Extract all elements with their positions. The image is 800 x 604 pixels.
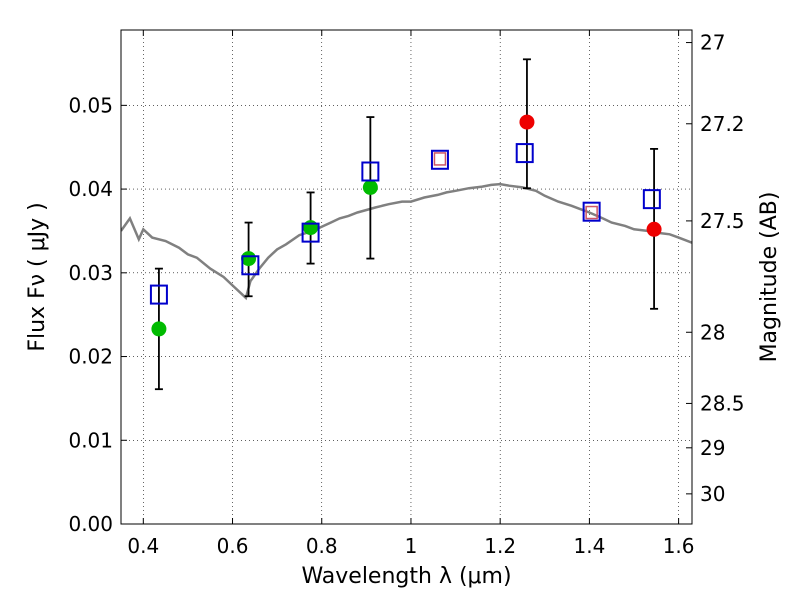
x-tick-label: 1.6 bbox=[663, 534, 695, 558]
model-spectrum-line bbox=[121, 182, 692, 301]
y-tick-label: 0.05 bbox=[68, 93, 113, 117]
y2-tick-label: 27.5 bbox=[700, 209, 745, 233]
green-data-point bbox=[303, 220, 319, 236]
model-spectrum-layer bbox=[121, 182, 692, 301]
y-axis-label: Flux Fν ( μJy ) bbox=[25, 202, 50, 351]
blue-square-marker bbox=[515, 143, 534, 164]
y2-tick-label: 27.2 bbox=[700, 112, 745, 136]
y2-tick-label: 29 bbox=[700, 436, 725, 460]
y2-tick-label: 28 bbox=[700, 320, 725, 344]
x-tick-label: 0.6 bbox=[217, 534, 249, 558]
plot-frame bbox=[120, 29, 693, 525]
y2-tick-label: 27 bbox=[700, 31, 725, 55]
red-data-point bbox=[646, 221, 662, 237]
grid-layer bbox=[121, 30, 692, 524]
marker-layer bbox=[149, 114, 662, 337]
y-tick-label: 0.02 bbox=[68, 345, 113, 369]
blue-square-marker bbox=[301, 222, 320, 243]
blue-square-marker bbox=[642, 189, 661, 210]
x-tick-label: 0.8 bbox=[306, 534, 338, 558]
x-axis-label: Wavelength λ (μm) bbox=[301, 564, 511, 589]
blue-square-marker bbox=[361, 161, 380, 182]
x-tick-label: 1.4 bbox=[573, 534, 605, 558]
y-tick-label: 0.04 bbox=[68, 177, 113, 201]
pink-square-marker bbox=[433, 152, 447, 166]
blue-square-marker bbox=[241, 255, 260, 276]
tick-layer: 0.4 0.6 0.8 1 1.2 1.4 1.6 0.00 0.01 0.02 0.03 0.04 0… bbox=[68, 30, 745, 558]
blue-square-marker bbox=[149, 284, 168, 305]
x-tick-label: 1 bbox=[405, 534, 418, 558]
x-tick-label: 1.2 bbox=[484, 534, 516, 558]
y-tick-label: 0.01 bbox=[68, 428, 113, 452]
green-data-point bbox=[241, 251, 257, 267]
pink-square-marker bbox=[585, 205, 598, 220]
errorbar-layer bbox=[154, 58, 659, 391]
y2-tick-label: 28.5 bbox=[700, 391, 745, 415]
red-data-point bbox=[519, 114, 535, 130]
secondary-y-axis-label: Magnitude (AB) bbox=[757, 192, 782, 363]
green-data-point bbox=[151, 321, 167, 337]
blue-square-marker bbox=[582, 201, 601, 222]
blue-square-marker bbox=[430, 149, 449, 170]
y-tick-label: 0.00 bbox=[68, 512, 113, 536]
y2-tick-label: 30 bbox=[700, 482, 725, 506]
green-data-point bbox=[362, 179, 378, 195]
y-tick-label: 0.03 bbox=[68, 261, 113, 285]
x-tick-label: 0.4 bbox=[127, 534, 159, 558]
